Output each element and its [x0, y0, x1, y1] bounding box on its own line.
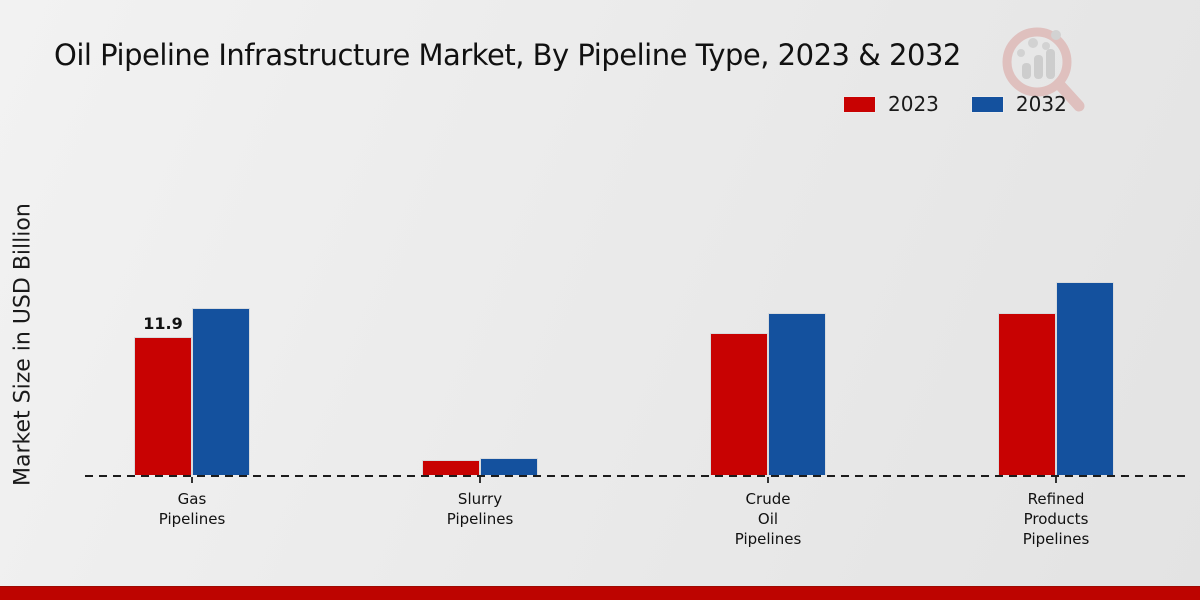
x-axis-label-refined-products-pipelines: Refined Products Pipelines — [1022, 490, 1090, 548]
magnifier-icon — [1002, 27, 1085, 112]
footer-accent-bar — [0, 586, 1200, 600]
bar-2023-crude-oil-pipelines — [710, 333, 768, 475]
x-axis-tick-gas-pipelines — [191, 477, 193, 483]
bar-2032-gas-pipelines — [192, 308, 250, 475]
x-axis-tick-slurry-pipelines — [479, 477, 481, 483]
x-axis-baseline — [85, 475, 1190, 477]
x-axis-label-gas-pipelines: Gas Pipelines — [158, 490, 226, 528]
legend-swatch-2032 — [970, 95, 1004, 113]
legend-label-2032: 2032 — [1015, 92, 1067, 116]
bar-2023-slurry-pipelines — [422, 460, 480, 475]
legend-item-2023: 2023 — [843, 92, 939, 116]
bar-trend-icon — [1017, 30, 1061, 79]
x-axis-tick-refined-products-pipelines — [1055, 477, 1057, 483]
x-axis-label-slurry-pipelines: Slurry Pipelines — [446, 490, 514, 528]
x-axis-label-crude-oil-pipelines: Crude Oil Pipelines — [734, 490, 802, 548]
bar-2032-refined-products-pipelines — [1056, 282, 1114, 475]
bar-value-label: 11.9 — [143, 314, 183, 333]
bar-2023-gas-pipelines — [134, 337, 192, 475]
legend-item-2032: 2032 — [970, 92, 1067, 116]
market-research-logo-watermark — [1002, 27, 1085, 112]
y-axis-label: Market Size in USD Billion — [10, 203, 36, 487]
legend-swatch-2023 — [843, 95, 876, 113]
plot-area: Gas Pipelines Slurry Pipelines Crude Oil P… — [85, 150, 1190, 548]
bar-2032-slurry-pipelines — [480, 458, 538, 475]
bar-2023-refined-products-pipelines — [998, 313, 1056, 475]
legend: 2023 2032 — [843, 92, 1067, 116]
legend-label-2023: 2023 — [888, 92, 939, 116]
chart-title: Oil Pipeline Infrastructure Market, By P… — [54, 38, 961, 72]
bar-2032-crude-oil-pipelines — [768, 313, 826, 475]
x-axis-tick-crude-oil-pipelines — [767, 477, 769, 483]
